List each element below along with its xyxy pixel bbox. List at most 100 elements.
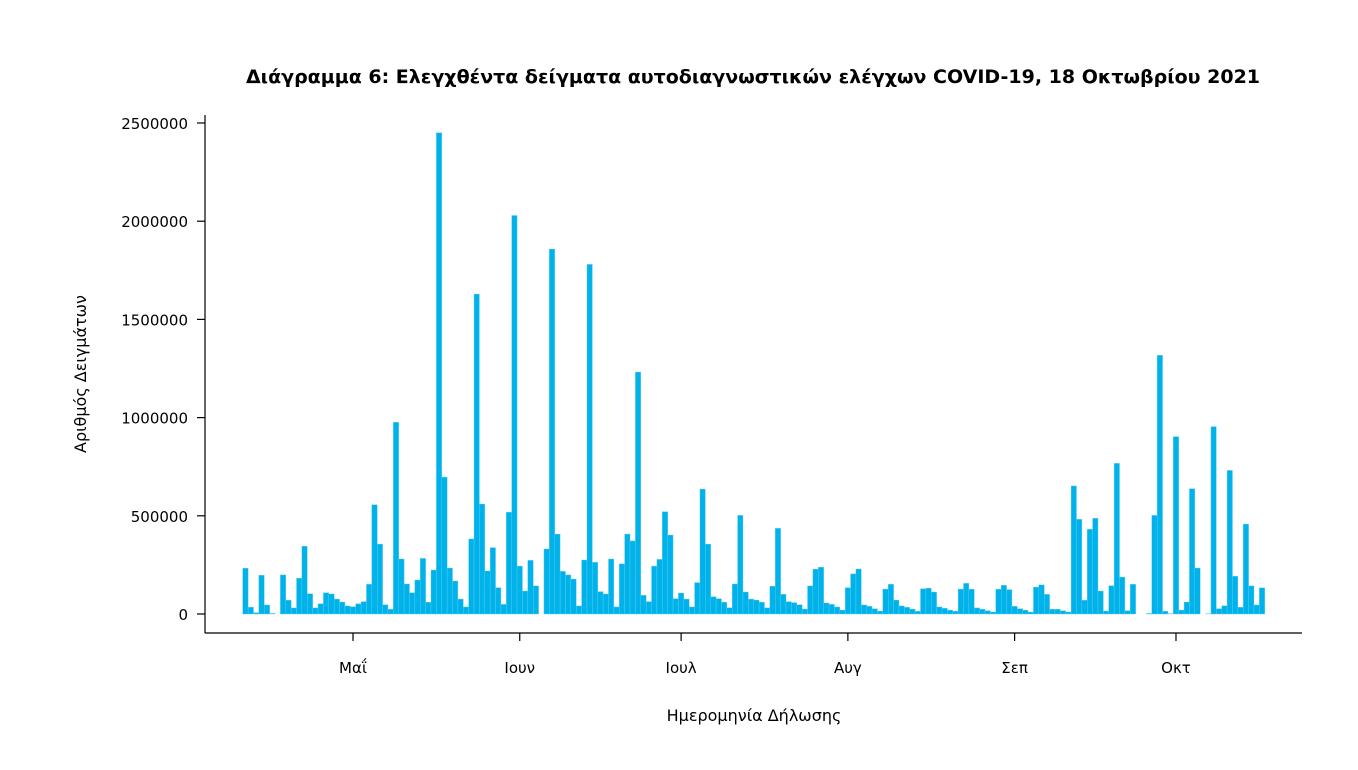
bar bbox=[624, 533, 631, 615]
bar bbox=[371, 504, 378, 615]
bar bbox=[1027, 611, 1034, 615]
bar bbox=[457, 598, 464, 615]
bar bbox=[850, 573, 857, 615]
bar bbox=[307, 593, 313, 615]
bar bbox=[871, 608, 878, 615]
bar bbox=[1006, 589, 1013, 615]
bar bbox=[769, 586, 776, 615]
bar bbox=[748, 598, 754, 615]
bar bbox=[253, 612, 260, 615]
bar bbox=[721, 602, 728, 615]
bar bbox=[1092, 518, 1099, 615]
bar bbox=[1243, 523, 1249, 615]
bar bbox=[377, 543, 383, 615]
bar bbox=[339, 601, 346, 615]
bar bbox=[861, 604, 867, 615]
bar bbox=[947, 609, 953, 615]
x-tick-label: Ιουλ bbox=[666, 659, 697, 677]
bar bbox=[672, 598, 679, 615]
bar bbox=[898, 605, 905, 615]
bar bbox=[877, 610, 884, 615]
bar bbox=[463, 606, 469, 615]
bar bbox=[914, 611, 921, 615]
bar bbox=[925, 588, 932, 615]
bar bbox=[823, 602, 830, 615]
bar bbox=[473, 293, 480, 615]
x-axis-ticks: Μαΐ Ιουν Ιουλ Αυγ Σεπ Οκτ bbox=[339, 633, 1191, 677]
bar bbox=[1076, 519, 1083, 615]
bar bbox=[533, 585, 539, 615]
bar bbox=[393, 422, 399, 615]
y-tick-label: 2500000 bbox=[121, 115, 188, 133]
bar bbox=[317, 603, 324, 615]
bar bbox=[495, 587, 502, 615]
bar bbox=[737, 515, 744, 615]
bar bbox=[1038, 584, 1045, 615]
bar bbox=[1130, 584, 1136, 615]
bar bbox=[414, 579, 421, 615]
bar bbox=[1210, 426, 1217, 615]
bar bbox=[683, 598, 690, 615]
bar bbox=[613, 606, 620, 615]
bar bbox=[699, 488, 706, 615]
bar bbox=[382, 604, 389, 615]
bar bbox=[565, 574, 572, 615]
bar bbox=[1124, 610, 1131, 615]
bar bbox=[1000, 585, 1007, 615]
bar bbox=[425, 602, 432, 615]
bar bbox=[1253, 604, 1260, 615]
bar bbox=[694, 582, 701, 615]
bar bbox=[1108, 585, 1115, 615]
bar bbox=[258, 575, 265, 615]
bar bbox=[290, 607, 297, 615]
bar bbox=[355, 603, 362, 615]
bar bbox=[1178, 609, 1185, 615]
bar bbox=[387, 609, 394, 615]
bar bbox=[920, 588, 927, 615]
bar bbox=[764, 607, 771, 615]
bar bbox=[247, 606, 254, 615]
bar bbox=[280, 574, 286, 615]
bar bbox=[350, 606, 356, 615]
bar bbox=[909, 608, 916, 615]
bar bbox=[516, 565, 523, 615]
bar bbox=[446, 567, 453, 615]
bar bbox=[1146, 613, 1152, 615]
y-tick-label: 2000000 bbox=[121, 213, 188, 231]
x-tick-label: Ιουν bbox=[504, 659, 535, 677]
bar bbox=[742, 591, 749, 615]
bar bbox=[941, 608, 948, 615]
bar bbox=[952, 611, 959, 615]
bar bbox=[780, 594, 787, 615]
bar bbox=[812, 569, 819, 615]
bar bbox=[1216, 608, 1222, 615]
bar bbox=[543, 548, 550, 615]
bar bbox=[1151, 515, 1158, 615]
bar bbox=[667, 534, 674, 615]
bar bbox=[581, 559, 588, 615]
bar bbox=[1113, 463, 1120, 615]
bar bbox=[1060, 610, 1066, 615]
bar bbox=[576, 605, 582, 615]
bar bbox=[301, 546, 308, 615]
bar bbox=[296, 578, 303, 615]
bar bbox=[1194, 567, 1201, 615]
y-tick-label: 1500000 bbox=[121, 311, 188, 329]
bar bbox=[1049, 609, 1056, 615]
bar bbox=[1033, 586, 1040, 615]
y-tick-label: 1000000 bbox=[121, 410, 188, 428]
bar bbox=[726, 607, 733, 615]
bar bbox=[715, 598, 722, 615]
bar bbox=[500, 604, 507, 615]
bar bbox=[511, 215, 518, 615]
bar bbox=[732, 583, 738, 615]
bar bbox=[468, 538, 475, 615]
chart-title: Διάγραμμα 6: Ελεγχθέντα δείγματα αυτοδια… bbox=[246, 66, 1260, 88]
bar bbox=[597, 591, 604, 615]
bar bbox=[705, 543, 711, 615]
bar bbox=[834, 606, 840, 615]
bar bbox=[527, 560, 534, 615]
bar bbox=[1011, 606, 1018, 615]
bar bbox=[688, 606, 695, 615]
